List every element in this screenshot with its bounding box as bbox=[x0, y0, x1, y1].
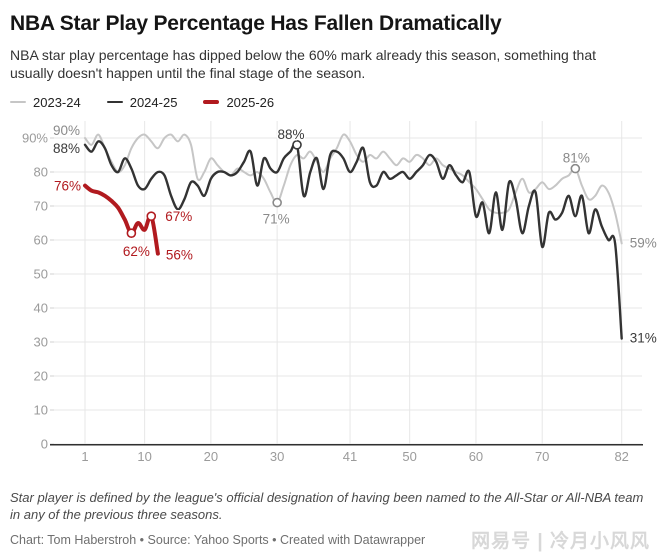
y-tick-label: 30 bbox=[34, 334, 48, 349]
legend-swatch-2023-24 bbox=[10, 101, 26, 104]
series-line-2025-26 bbox=[83, 183, 160, 256]
annotation-marker bbox=[272, 197, 282, 208]
x-tick-label: 30 bbox=[270, 449, 284, 464]
annotation-marker bbox=[146, 211, 157, 221]
credit-row: Chart: Tom Haberstroh • Source: Yahoo Sp… bbox=[10, 526, 650, 553]
x-tick-label: 50 bbox=[402, 449, 416, 464]
y-grid: 90% 80 70 60 50 40 30 20 10 0 bbox=[22, 130, 642, 451]
annotation-marker bbox=[126, 228, 137, 238]
annotation-label: 62% bbox=[123, 244, 150, 259]
chart-footnote: Star player is defined by the league's o… bbox=[10, 489, 644, 523]
y-tick-label: 60 bbox=[34, 232, 48, 247]
annotation-marker bbox=[292, 139, 302, 150]
legend-item-2023-24: 2023-24 bbox=[10, 95, 81, 110]
y-tick-label: 0 bbox=[41, 436, 48, 451]
y-tick-label: 80 bbox=[34, 164, 48, 179]
legend-item-2024-25: 2024-25 bbox=[106, 94, 178, 110]
chart-subtitle: NBA star play percentage has dipped belo… bbox=[10, 47, 597, 82]
y-tick-label: 10 bbox=[34, 402, 48, 417]
annotation-label: 56% bbox=[166, 248, 193, 263]
annotation-marker bbox=[570, 163, 581, 174]
x-tick-label: 10 bbox=[137, 449, 151, 464]
chart-legend: 2023-24 2024-25 2025-26 bbox=[10, 95, 650, 110]
x-tick-label: 82 bbox=[614, 449, 628, 464]
x-grid: 1 10 20 30 41 50 60 70 82 bbox=[81, 120, 629, 464]
x-tick-label: 70 bbox=[535, 449, 549, 464]
x-tick-label: 20 bbox=[204, 449, 218, 464]
x-tick-label: 41 bbox=[343, 449, 357, 464]
legend-item-2025-26: 2025-26 bbox=[203, 95, 274, 110]
annotation-label: 31% bbox=[630, 331, 657, 346]
annotation-label: 76% bbox=[54, 179, 81, 194]
y-tick-label: 90% bbox=[22, 130, 48, 145]
legend-label: 2023-24 bbox=[33, 94, 81, 110]
line-chart: 90% 80 70 60 50 40 30 20 10 0 1 10 20 30 41 50 60 70 82 90%… bbox=[10, 113, 658, 476]
credit-line: Chart: Tom Haberstroh • Source: Yahoo Sp… bbox=[10, 532, 426, 547]
legend-swatch-2025-26 bbox=[203, 100, 220, 105]
y-tick-label: 70 bbox=[34, 198, 48, 213]
series-line-2023-24 bbox=[84, 133, 623, 245]
annotation-label: 90% bbox=[53, 123, 80, 138]
annotation-label: 59% bbox=[630, 235, 657, 250]
annotation-label: 88% bbox=[53, 141, 80, 156]
legend-label: 2025-26 bbox=[226, 94, 275, 110]
y-tick-label: 50 bbox=[34, 266, 48, 281]
annotation-label: 81% bbox=[563, 151, 590, 166]
legend-swatch-2024-25 bbox=[106, 101, 123, 104]
y-tick-label: 20 bbox=[34, 368, 48, 383]
x-tick-label: 1 bbox=[81, 449, 88, 464]
y-tick-label: 40 bbox=[34, 300, 48, 315]
x-tick-label: 60 bbox=[469, 449, 483, 464]
series-line-2024-25 bbox=[83, 140, 623, 340]
annotation-label: 71% bbox=[263, 212, 290, 227]
watermark: 网易号 | 冷月小风风 bbox=[471, 531, 650, 553]
legend-label: 2024-25 bbox=[129, 94, 178, 110]
annotation-label: 67% bbox=[165, 209, 192, 224]
annotation-label: 88% bbox=[278, 127, 305, 142]
page-title: NBA Star Play Percentage Has Fallen Dram… bbox=[10, 12, 502, 35]
